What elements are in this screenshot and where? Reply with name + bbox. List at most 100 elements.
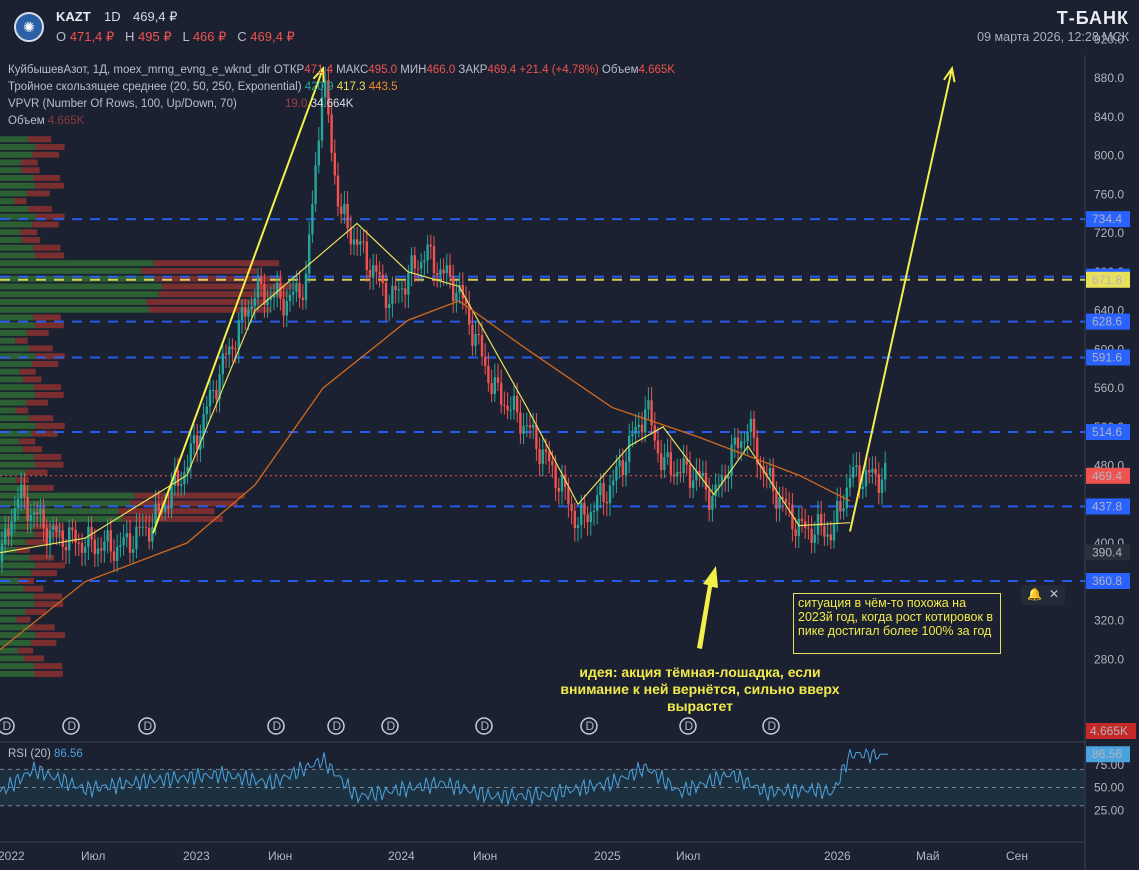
- candle-body: [122, 537, 125, 545]
- datetime: 09 марта 2026, 12:28 МСК: [977, 30, 1129, 44]
- candle-body: [519, 412, 522, 434]
- candle-body: [628, 436, 631, 462]
- candle-body: [423, 260, 426, 263]
- volume-profile-down: [35, 213, 65, 220]
- candle-body: [400, 288, 404, 290]
- x-tick-label: 2023: [183, 849, 210, 863]
- level-label: 591.6: [1092, 350, 1122, 364]
- volume-profile-down: [25, 608, 47, 615]
- candle-body: [823, 526, 826, 537]
- candle-body: [589, 512, 592, 523]
- candle-body: [573, 510, 576, 528]
- rsi-value-label: 86.56: [1092, 747, 1122, 761]
- y-tick-label: 920.0: [1094, 32, 1124, 46]
- ticker-symbol[interactable]: KAZT: [56, 9, 91, 24]
- dividend-marker-label: D: [273, 719, 282, 733]
- legend-main[interactable]: КуйбышевАзот, 1Д, moex_mrng_evng_e_wknd_…: [8, 64, 675, 76]
- last-price: 469,4 ₽: [133, 9, 178, 24]
- dividend-marker-icon: [475, 717, 493, 735]
- candle-body: [48, 530, 52, 546]
- candle-body: [7, 528, 10, 536]
- candle-body: [368, 270, 372, 278]
- y-tick-label: 760.0: [1094, 187, 1124, 201]
- candle-body: [170, 485, 173, 509]
- candle-body: [279, 282, 282, 299]
- candle-body: [29, 514, 32, 521]
- candle-body: [432, 246, 436, 274]
- candle-body: [634, 426, 637, 434]
- candle-body: [570, 504, 573, 511]
- volume-profile-down: [162, 283, 295, 290]
- candle-body: [356, 239, 359, 245]
- level-tag: [1086, 271, 1130, 288]
- candle-body: [74, 529, 77, 543]
- volume-profile-up: [0, 585, 24, 592]
- candle-body: [541, 449, 544, 465]
- level-tag: [1086, 313, 1130, 330]
- legend-volume[interactable]: Объем 4.665K: [8, 115, 85, 127]
- candle-body: [112, 551, 116, 561]
- legend-vpvr[interactable]: VPVR (Number Of Rows, 100, Up/Down, 70) …: [8, 98, 354, 110]
- interval-selector[interactable]: 1D: [104, 9, 121, 24]
- volume-profile-up: [0, 484, 30, 491]
- volume-profile-down: [141, 267, 258, 274]
- volume-profile-up: [0, 477, 16, 484]
- candle-body: [116, 546, 119, 561]
- volume-profile-up: [0, 593, 35, 600]
- volume-profile-down: [34, 461, 64, 468]
- volume-profile-up: [0, 407, 16, 414]
- volume-profile-up: [0, 453, 34, 460]
- volume-profile-up: [0, 601, 35, 608]
- x-tick-label: Июл: [676, 849, 700, 863]
- candle-body: [420, 262, 423, 269]
- volume-profile-down: [31, 639, 57, 646]
- candle-body: [352, 239, 356, 245]
- volume-profile-up: [0, 244, 34, 251]
- candle-body: [330, 114, 333, 153]
- candle-body: [464, 298, 468, 304]
- candle-body: [45, 528, 48, 546]
- alert-controls[interactable]: 🔔 ✕: [1021, 585, 1065, 605]
- volume-profile-down: [21, 167, 40, 174]
- level-tag: [1086, 572, 1130, 589]
- candle-body: [327, 80, 330, 115]
- candle-body: [874, 468, 877, 475]
- legend-rsi[interactable]: RSI (20) 86.56: [8, 748, 83, 760]
- volume-profile-up: [0, 663, 35, 670]
- candle-body: [717, 484, 720, 486]
- alert-bell-icon[interactable]: 🔔: [1027, 587, 1042, 601]
- candle-body: [52, 525, 55, 531]
- volume-profile-up: [0, 205, 29, 212]
- candle-body: [173, 470, 176, 486]
- candle-body: [272, 295, 276, 298]
- candle-body: [260, 277, 263, 285]
- volume-profile-up: [0, 562, 36, 569]
- candle-body: [388, 304, 391, 308]
- close-icon[interactable]: ✕: [1049, 587, 1060, 601]
- candle-body: [586, 514, 589, 523]
- candle-body: [679, 472, 682, 474]
- volume-profile-up: [0, 391, 36, 398]
- volume-profile-down: [32, 221, 59, 228]
- candle-body: [653, 425, 656, 441]
- candle-body: [688, 464, 692, 488]
- y-tick-label: 880.0: [1094, 71, 1124, 85]
- candle-body: [256, 277, 260, 299]
- candle-body: [532, 424, 535, 428]
- candle-body: [708, 489, 711, 510]
- legend-ema[interactable]: Тройное скользящее среднее (20, 50, 250,…: [8, 81, 398, 93]
- candle-body: [656, 440, 660, 454]
- dividend-marker-icon: [62, 717, 80, 735]
- volume-profile-up: [0, 500, 131, 507]
- volume-profile-down: [22, 236, 41, 243]
- candle-body: [848, 477, 852, 488]
- candle-body: [308, 234, 311, 274]
- candle-body: [829, 534, 832, 541]
- x-tick-label: 2026: [824, 849, 851, 863]
- ema20-line: [0, 222, 851, 554]
- candle-body: [413, 255, 416, 269]
- candle-body: [336, 175, 340, 207]
- candle-body: [752, 418, 756, 438]
